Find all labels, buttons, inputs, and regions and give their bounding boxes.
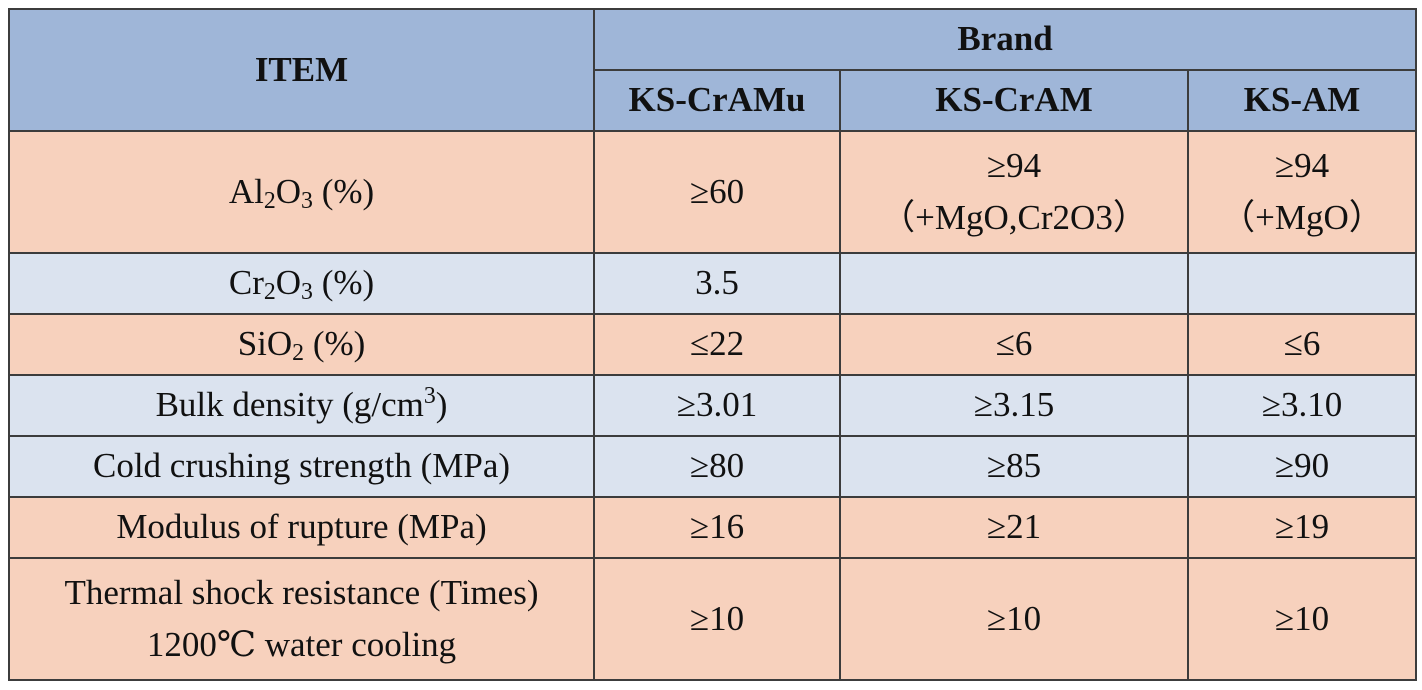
value-cell: ≤6 — [839, 313, 1189, 376]
value-cell: ≥60 — [593, 130, 841, 254]
item-cell-modulus-of-rupture: Modulus of rupture (MPa) — [8, 496, 595, 559]
value-cell: ≥3.10 — [1187, 374, 1417, 437]
value-cell: ≥85 — [839, 435, 1189, 498]
table-row: Bulk density (g/cm3) ≥3.01 ≥3.15 ≥3.10 — [8, 374, 1417, 437]
spec-table-container: ITEM Brand KS-CrAMu KS-CrAM KS-AM Al2O3 … — [8, 8, 1417, 681]
table-row: Thermal shock resistance (Times) 1200℃ wa… — [8, 557, 1417, 681]
item-cell-sio2: SiO2 (%) — [8, 313, 595, 376]
value-cell: ≥3.15 — [839, 374, 1189, 437]
table-row: Cold crushing strength (MPa) ≥80 ≥85 ≥90 — [8, 435, 1417, 498]
value-cell: 3.5 — [593, 252, 841, 315]
value-cell: ≤22 — [593, 313, 841, 376]
item-cell-cold-crushing-strength: Cold crushing strength (MPa) — [8, 435, 595, 498]
item-cell-al2o3: Al2O3 (%) — [8, 130, 595, 254]
item-cell-bulk-density: Bulk density (g/cm3) — [8, 374, 595, 437]
value-cell: ≥80 — [593, 435, 841, 498]
value-cell: ≥10 — [593, 557, 841, 681]
value-cell: ≥90 — [1187, 435, 1417, 498]
table-row: Al2O3 (%) ≥60 ≥94 （+MgO,Cr2O3） ≥94 （+MgO） — [8, 130, 1417, 254]
value-cell: ≥16 — [593, 496, 841, 559]
value-cell: ≥21 — [839, 496, 1189, 559]
value-cell: ≥19 — [1187, 496, 1417, 559]
table-row: SiO2 (%) ≤22 ≤6 ≤6 — [8, 313, 1417, 376]
value-cell-empty — [1187, 252, 1417, 315]
item-cell-thermal-shock-resistance: Thermal shock resistance (Times) 1200℃ wa… — [8, 557, 595, 681]
table-row: Modulus of rupture (MPa) ≥16 ≥21 ≥19 — [8, 496, 1417, 559]
item-header: ITEM — [8, 8, 595, 132]
value-cell: ≤6 — [1187, 313, 1417, 376]
value-cell: ≥10 — [839, 557, 1189, 681]
spec-table: ITEM Brand KS-CrAMu KS-CrAM KS-AM Al2O3 … — [8, 8, 1417, 681]
brand-ks-cramu-header: KS-CrAMu — [593, 69, 841, 132]
value-cell: ≥94 （+MgO,Cr2O3） — [839, 130, 1189, 254]
brand-header: Brand — [593, 8, 1417, 71]
value-cell-empty — [839, 252, 1189, 315]
brand-ks-cram-header: KS-CrAM — [839, 69, 1189, 132]
value-cell: ≥10 — [1187, 557, 1417, 681]
value-cell: ≥3.01 — [593, 374, 841, 437]
item-cell-cr2o3: Cr2O3 (%) — [8, 252, 595, 315]
brand-ks-am-header: KS-AM — [1187, 69, 1417, 132]
table-row: Cr2O3 (%) 3.5 — [8, 252, 1417, 315]
value-cell: ≥94 （+MgO） — [1187, 130, 1417, 254]
